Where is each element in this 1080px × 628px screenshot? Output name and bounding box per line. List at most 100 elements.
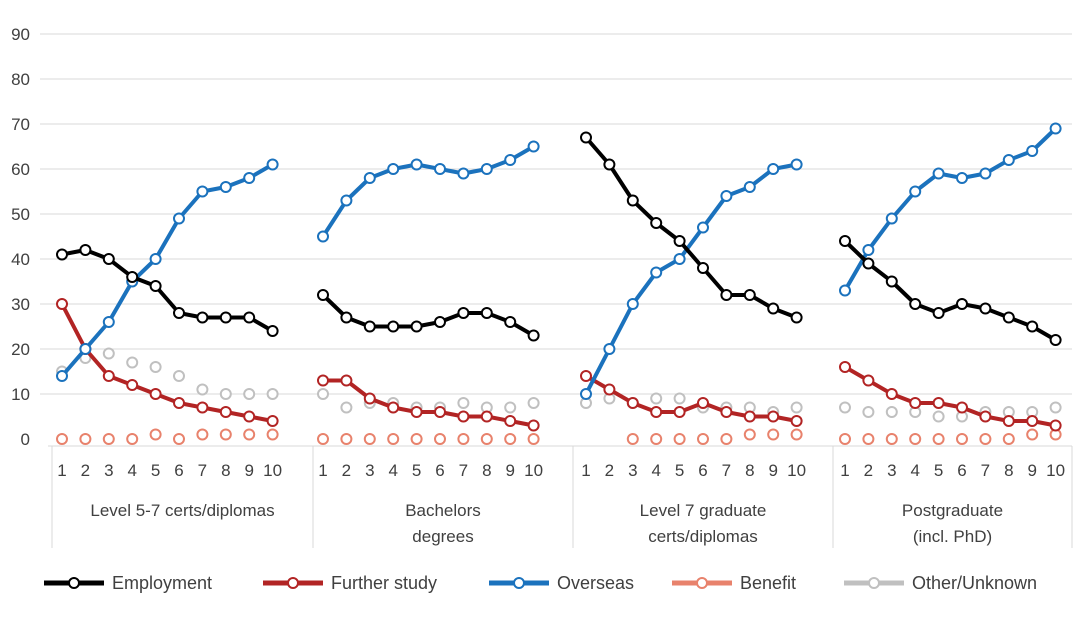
x-tick-label: 8 xyxy=(745,461,754,480)
x-tick-label: 7 xyxy=(981,461,990,480)
data-point-benefit xyxy=(720,433,733,445)
x-tick-label: 9 xyxy=(244,461,253,480)
data-point-overseas xyxy=(457,167,470,180)
data-point-employment xyxy=(885,275,898,288)
data-point-other xyxy=(650,392,663,405)
x-tick-label: 4 xyxy=(910,461,919,480)
data-point-employment xyxy=(790,311,803,324)
data-point-benefit xyxy=(387,433,400,445)
data-point-other xyxy=(1049,401,1062,414)
data-point-further_study xyxy=(979,410,992,423)
data-point-employment xyxy=(504,316,517,328)
x-tick-label: 4 xyxy=(127,461,136,480)
data-point-employment xyxy=(457,307,470,319)
data-point-other xyxy=(196,383,209,396)
data-point-benefit xyxy=(1002,433,1015,445)
data-point-overseas xyxy=(697,221,709,234)
group-label: Bachelors xyxy=(405,501,481,520)
group-label: Level 7 graduate xyxy=(640,501,767,520)
data-point-overseas xyxy=(317,230,329,243)
data-point-benefit xyxy=(650,433,663,445)
data-point-benefit xyxy=(909,433,922,445)
x-tick-label: 2 xyxy=(81,461,90,480)
data-point-other xyxy=(126,356,139,369)
legend-label-employment: Employment xyxy=(112,573,212,593)
data-point-benefit xyxy=(173,433,185,445)
data-point-employment xyxy=(243,311,256,324)
data-point-employment xyxy=(196,311,209,324)
data-point-employment xyxy=(720,289,733,301)
x-tick-label: 2 xyxy=(342,461,351,480)
series-line-employment xyxy=(60,248,275,333)
series-line-further_study xyxy=(321,378,536,428)
legend-label-further_study: Further study xyxy=(331,573,437,593)
gridlines xyxy=(40,33,1072,395)
y-tick-label: 40 xyxy=(11,250,30,269)
x-tick-label: 10 xyxy=(263,461,282,480)
data-point-further_study xyxy=(102,370,115,382)
data-point-further_study xyxy=(932,397,945,409)
data-point-other xyxy=(102,347,115,360)
data-point-employment xyxy=(862,257,875,270)
data-point-overseas xyxy=(363,172,376,184)
data-point-employment xyxy=(219,311,232,324)
data-point-overseas xyxy=(743,181,756,193)
data-point-benefit xyxy=(102,433,115,445)
data-point-employment xyxy=(1002,311,1015,324)
data-point-benefit xyxy=(885,433,898,445)
data-point-overseas xyxy=(956,172,968,184)
data-point-overseas xyxy=(340,194,353,207)
series-line-further_study xyxy=(843,365,1058,428)
data-point-further_study xyxy=(697,397,709,409)
x-tick-label: 10 xyxy=(787,461,806,480)
data-point-overseas xyxy=(480,163,493,175)
y-tick-label: 80 xyxy=(11,70,30,89)
data-point-other xyxy=(885,406,898,418)
legend-marker-employment xyxy=(68,577,80,589)
data-point-further_study xyxy=(480,410,493,423)
y-tick-label: 50 xyxy=(11,205,30,224)
data-point-overseas xyxy=(219,181,232,193)
data-point-benefit xyxy=(434,433,446,445)
data-point-employment xyxy=(743,289,756,301)
data-point-employment xyxy=(480,307,493,319)
data-point-employment xyxy=(126,271,139,283)
x-tick-label: 6 xyxy=(698,461,707,480)
data-point-other xyxy=(790,401,803,414)
data-point-benefit xyxy=(1026,428,1039,441)
data-point-employment xyxy=(1026,320,1039,333)
data-point-other xyxy=(932,410,945,423)
data-point-overseas xyxy=(79,343,92,355)
data-point-overseas xyxy=(504,154,517,166)
data-point-employment xyxy=(909,298,922,310)
data-point-benefit xyxy=(979,433,992,445)
data-point-other xyxy=(457,397,470,409)
legend-marker-overseas xyxy=(513,577,525,589)
data-point-overseas xyxy=(434,163,446,175)
x-tick-label: 5 xyxy=(675,461,684,480)
data-point-benefit xyxy=(317,433,329,445)
data-point-other xyxy=(862,406,875,418)
data-point-benefit xyxy=(790,428,803,441)
data-point-employment xyxy=(79,244,92,256)
data-point-employment xyxy=(363,320,376,333)
data-point-employment xyxy=(173,307,185,319)
data-point-benefit xyxy=(480,433,493,445)
data-point-further_study xyxy=(266,415,279,427)
plot-area xyxy=(56,122,1062,445)
x-tick-label: 6 xyxy=(435,461,444,480)
data-point-further_study xyxy=(126,379,139,391)
data-point-benefit xyxy=(149,428,162,441)
data-point-benefit xyxy=(743,428,756,441)
legend-marker-other xyxy=(868,577,880,589)
series-line-overseas xyxy=(60,162,275,378)
series-line-overseas xyxy=(584,162,799,396)
data-point-further_study xyxy=(363,392,376,405)
data-point-benefit xyxy=(767,428,780,441)
x-tick-label: 9 xyxy=(768,461,777,480)
data-point-overseas xyxy=(909,185,922,198)
data-point-benefit xyxy=(673,433,686,445)
group-label: Postgraduate xyxy=(902,501,1003,520)
data-point-benefit xyxy=(626,433,639,445)
